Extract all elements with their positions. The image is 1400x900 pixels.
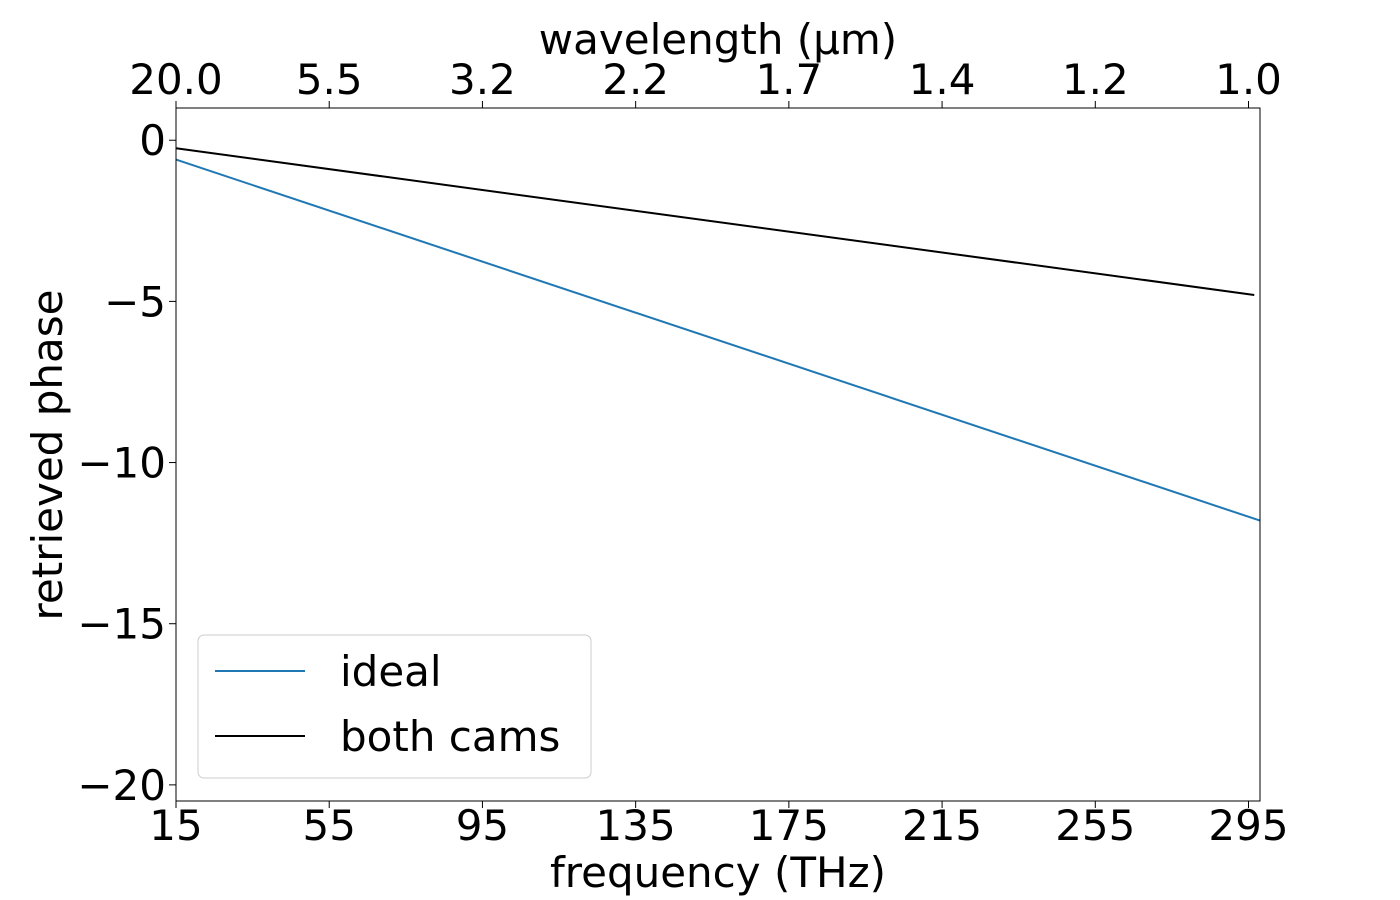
series-line-ideal [175,158,1261,522]
y-tick-label: −5 [104,277,166,326]
x-tick-label: 215 [902,801,982,850]
x-axis-ticks: 15 55 95 135 175 215 255 295 [149,801,1289,850]
y-tick-label: 0 [139,116,166,165]
x-axis-label: frequency (THz) [550,848,886,897]
top-tick-label: 1.7 [755,55,822,104]
top-tick-label: 1.2 [1062,55,1129,104]
x-tick-label: 255 [1055,801,1135,850]
legend-label-ideal: ideal [340,647,442,696]
top-tick-label: 3.2 [449,55,516,104]
top-tick-label: 1.4 [909,55,976,104]
top-axis-label: wavelength (μm) [539,15,897,64]
series-line-both-cams [175,147,1255,296]
series-layer [175,147,1261,522]
x-tick-label: 55 [302,801,355,850]
y-tick-label: −15 [77,600,166,649]
legend-label-both-cams: both cams [340,712,560,761]
top-tick-label: 20.0 [129,55,223,104]
x-tick-label: 15 [149,801,202,850]
y-tick-label: −10 [77,439,166,488]
y-axis-ticks: 0 −5 −10 −15 −20 [77,116,176,810]
y-axis-label: retrieved phase [23,290,72,621]
x-tick-label: 95 [456,801,509,850]
x-tick-label: 175 [749,801,829,850]
legend: ideal both cams [197,634,592,779]
top-tick-label: 2.2 [602,55,669,104]
x-tick-label: 295 [1208,801,1288,850]
top-tick-label: 5.5 [296,55,363,104]
plot-frame [175,107,1261,802]
y-tick-label: −20 [77,761,166,810]
x-tick-label: 135 [596,801,676,850]
top-axis-ticks: 20.0 5.5 3.2 2.2 1.7 1.4 1.2 1.0 [129,55,1282,108]
top-tick-label: 1.0 [1215,55,1282,104]
